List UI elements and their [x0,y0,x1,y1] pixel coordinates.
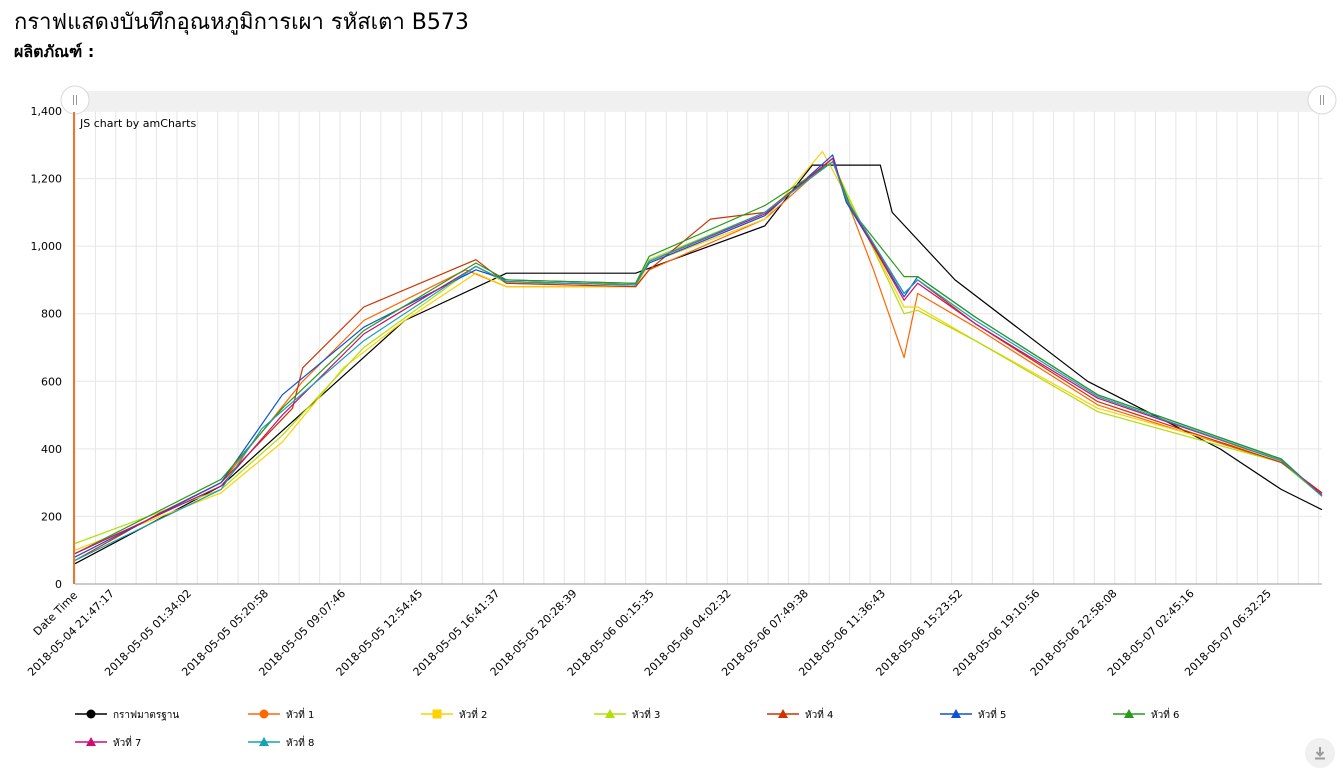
scrollbar-right-grip[interactable] [1307,85,1337,115]
legend-item[interactable]: หัวที่ 3 [594,707,660,721]
legend-marker [778,709,788,718]
x-tick-label: 2018-05-07 02:45:16 [1105,587,1197,679]
x-tick-label: 2018-05-05 05:20:58 [179,587,271,679]
legend-marker [259,709,269,719]
series-line [74,157,1323,558]
x-tick-label: 2018-05-06 11:36:43 [796,587,888,679]
page-title: กราฟแสดงบันทึกอุณหภูมิการเผา รหัสเตา B57… [14,10,469,35]
download-icon [1315,747,1325,760]
series-line [74,161,1323,561]
x-tick-label: 2018-05-05 12:54:45 [334,587,426,679]
legend-item[interactable]: หัวที่ 2 [421,707,487,721]
x-tick-label: 2018-05-06 19:10:56 [951,587,1043,679]
x-tick-label: 2018-05-07 06:32:25 [1182,587,1274,679]
product-label: ผลิตภัณฑ์ : [14,42,95,61]
x-tick-label: 2018-05-06 04:02:32 [642,587,734,679]
legend-marker [432,709,442,719]
y-tick-label: 800 [41,308,62,321]
y-tick-label: 1,000 [31,240,63,253]
legend-item[interactable]: หัวที่ 7 [75,735,141,749]
legend-label: หัวที่ 8 [286,735,314,749]
x-tick-label: 2018-05-05 16:41:37 [411,587,503,679]
y-tick-label: 1,200 [31,173,63,186]
scrollbar[interactable] [60,85,1337,115]
grid [74,110,1322,585]
y-tick-label: 600 [41,375,62,388]
legend-item[interactable]: หัวที่ 6 [1113,707,1179,721]
legend[interactable]: กราฟมาตรฐาน หัวที่ 1 หัวที่ 2 หัวที่ 3 หัวที… [75,707,1179,749]
legend-item[interactable]: หัวที่ 8 [248,735,314,749]
legend-marker [86,737,96,746]
scrollbar-track[interactable] [75,91,1322,110]
x-tick-label: 2018-05-05 01:34:02 [102,587,194,679]
legend-item[interactable]: หัวที่ 1 [248,707,314,721]
x-tick-label: 2018-05-06 15:23:52 [873,587,965,679]
series-line [74,161,1323,555]
legend-marker [86,709,96,719]
x-tick-label: 2018-05-05 09:07:46 [256,587,348,679]
legend-item[interactable]: หัวที่ 5 [940,707,1006,721]
y-tick-label: 400 [41,443,62,456]
legend-marker [1124,709,1134,718]
x-tick-label: 2018-05-06 07:49:38 [719,587,811,679]
legend-label: หัวที่ 6 [1151,707,1179,721]
legend-label: กราฟมาตรฐาน [113,710,179,721]
series-lines [74,150,1323,565]
legend-label: หัวที่ 7 [113,735,141,749]
y-tick-label: 200 [41,510,62,523]
x-tick-label: 2018-05-06 22:58:08 [1028,587,1120,679]
legend-label: หัวที่ 3 [632,707,660,721]
series-line [74,157,1323,555]
y-axis: 0 200 400 600 800 1,000 1,200 1,400 [31,105,63,591]
chart-credit[interactable]: JS chart by amCharts [79,117,196,130]
legend-label: หัวที่ 1 [286,707,314,721]
y-tick-label: 0 [55,578,62,591]
legend-item[interactable]: กราฟมาตรฐาน [75,709,179,722]
x-tick-label: 2018-05-05 20:28:39 [488,587,580,679]
legend-item[interactable]: หัวที่ 4 [767,707,833,721]
x-tick-label: 2018-05-06 00:15:35 [565,587,657,679]
legend-marker [605,709,615,718]
legend-label: หัวที่ 4 [805,707,833,721]
legend-marker [951,709,961,718]
series-line [74,164,1323,565]
legend-label: หัวที่ 2 [459,707,487,721]
y-tick-label: 1,400 [31,105,63,118]
export-button[interactable] [1305,738,1335,768]
legend-label: หัวที่ 5 [978,707,1006,721]
legend-marker [259,737,269,746]
scrollbar-left-grip[interactable] [60,85,90,115]
